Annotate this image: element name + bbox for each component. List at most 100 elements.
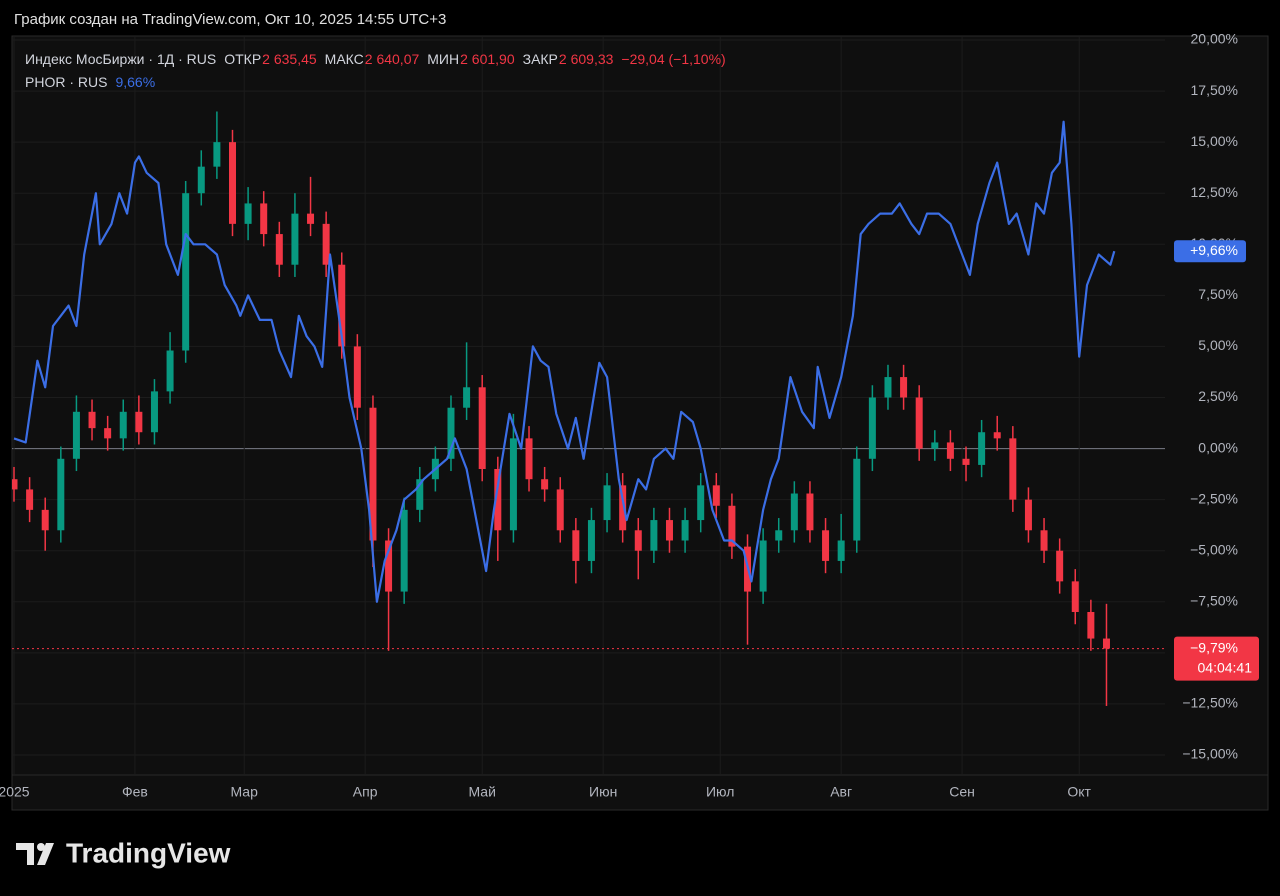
candle-body <box>697 485 705 521</box>
candle-body <box>556 489 564 531</box>
candle-body <box>541 479 549 490</box>
compare-last-label: +9,66% <box>1190 242 1238 258</box>
y-tick-label: −2,50% <box>1190 490 1238 506</box>
candle-body <box>868 397 876 459</box>
candle-body <box>150 391 158 433</box>
candle-body <box>26 489 34 510</box>
legend-item-label: ЗАКР <box>523 51 558 67</box>
candle-body <box>494 469 502 531</box>
compare-badge <box>1174 240 1246 263</box>
y-tick-label: 20,00% <box>1191 31 1238 47</box>
x-tick-label: Мар <box>230 784 258 800</box>
legend-compare-name: PHOR · RUS <box>25 74 107 90</box>
candle-body <box>603 485 611 521</box>
plot <box>12 37 1165 775</box>
candle-body <box>72 411 80 459</box>
legend-compare-value: 9,66% <box>115 74 155 90</box>
candle-body <box>665 520 673 541</box>
candle-body <box>182 193 190 351</box>
candle-body <box>509 438 517 531</box>
candle-body <box>853 458 861 541</box>
candle-body <box>712 485 720 506</box>
last-price-badge <box>1174 636 1259 681</box>
candle-body <box>587 520 595 561</box>
candle-body <box>400 509 408 592</box>
countdown: 04:04:41 <box>1198 659 1253 675</box>
legend-main: Индекс МосБиржи · 1Д · RUS ОТКР2 635,45 МА… <box>25 51 726 67</box>
candle-body <box>837 540 845 561</box>
candle-body <box>619 485 627 531</box>
candle-body <box>416 479 424 510</box>
y-tick-label: 0,00% <box>1198 439 1238 455</box>
candle-body <box>338 264 346 347</box>
candle-body <box>88 411 96 429</box>
candle-body <box>447 407 455 459</box>
candle-body <box>385 540 393 592</box>
x-tick-label: Апр <box>353 784 378 800</box>
candle-body <box>478 387 486 469</box>
last-price-label: −9,79% <box>1190 639 1238 655</box>
candle-body <box>525 438 533 480</box>
candle-body <box>634 530 642 551</box>
candle-body <box>104 428 112 439</box>
candle-body <box>166 350 174 392</box>
legend-symbol: Индекс МосБиржи · 1Д · RUS <box>25 51 216 67</box>
candle-body <box>1102 638 1110 649</box>
candle-body <box>915 397 923 449</box>
y-tick-label: −12,50% <box>1182 695 1238 711</box>
x-tick-label: Авг <box>830 784 852 800</box>
candle-body <box>1009 438 1017 500</box>
x-tick-label: Сен <box>949 784 975 800</box>
legend-item-value: 2 601,90 <box>460 51 515 67</box>
legend-item-value: 2 640,07 <box>365 51 420 67</box>
candle-body <box>1024 499 1032 531</box>
legend-compare: PHOR · RUS 9,66% <box>25 74 155 90</box>
candle-body <box>12 479 18 490</box>
candle-body <box>931 442 939 449</box>
x-tick-label: Июл <box>706 784 734 800</box>
candle-body <box>463 387 471 408</box>
candle-body <box>57 458 65 531</box>
legend-item-value: 2 635,45 <box>262 51 317 67</box>
candle-body <box>1071 581 1079 612</box>
candle-body <box>884 377 892 398</box>
candle-body <box>962 458 970 465</box>
candle-body <box>572 530 580 561</box>
compare-line <box>13 120 1116 603</box>
candle-body <box>806 493 814 531</box>
legend-change: −29,04 (−1,10%) <box>621 51 725 67</box>
candle-body <box>307 213 315 224</box>
candle-body <box>353 346 361 408</box>
candle-body <box>291 213 299 265</box>
candle-body <box>681 520 689 541</box>
candle-body <box>275 234 283 265</box>
candle-body <box>260 203 268 235</box>
y-tick-label: 5,00% <box>1198 337 1238 353</box>
x-tick-label: Окт <box>1067 784 1091 800</box>
candle-body <box>822 530 830 561</box>
y-tick-label: −5,00% <box>1190 541 1238 557</box>
candle-body <box>322 223 330 265</box>
legend-item-value: 2 609,33 <box>559 51 614 67</box>
candle-body <box>978 432 986 465</box>
y-tick-label: 2,50% <box>1198 388 1238 404</box>
candle-body <box>1056 550 1064 582</box>
x-tick-label: Май <box>468 784 495 800</box>
candle-body <box>790 493 798 531</box>
legend-item-label: ОТКР <box>224 51 261 67</box>
candle-body <box>900 377 908 398</box>
legend-item-label: МИН <box>427 51 459 67</box>
candle-body <box>1087 612 1095 639</box>
candle-body <box>650 520 658 551</box>
candle-body <box>228 142 236 224</box>
candle-body <box>728 505 736 547</box>
candle-body <box>119 411 127 439</box>
candle-body <box>1040 530 1048 551</box>
x-tick-label: Фев <box>122 784 148 800</box>
header-title: График создан на TradingView.com, Окт 10… <box>14 11 446 28</box>
candle-body <box>369 407 377 541</box>
y-tick-label: −15,00% <box>1182 746 1238 762</box>
y-tick-label: −7,50% <box>1190 592 1238 608</box>
